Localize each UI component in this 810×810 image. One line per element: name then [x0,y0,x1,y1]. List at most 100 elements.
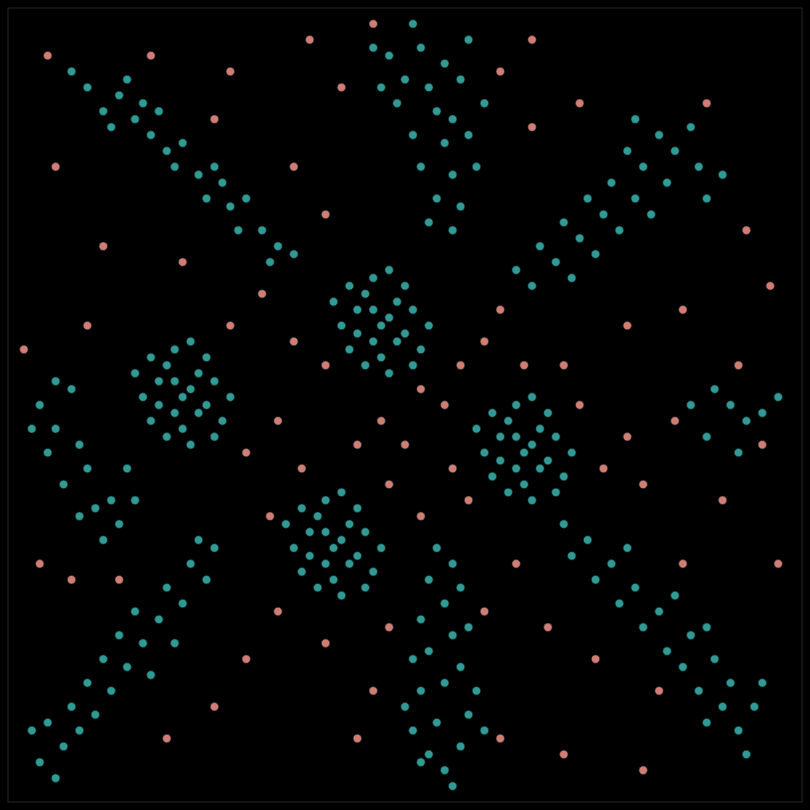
background [0,0,810,810]
scatter-point [663,178,671,186]
scatter-point [131,607,139,615]
scatter-point [178,393,186,401]
scatter-point [218,417,226,425]
scatter-point [734,726,742,734]
scatter-point [99,655,107,663]
scatter-point [163,147,171,155]
scatter-point [671,591,679,599]
scatter-point [123,75,131,83]
scatter-point [28,425,36,433]
scatter-point [758,409,766,417]
scatter-point [441,139,449,147]
scatter-point [528,496,536,504]
scatter-point [266,512,274,520]
scatter-point [433,107,441,115]
scatter-point [703,99,711,107]
scatter-point [679,560,687,568]
scatter-point [59,480,67,488]
scatter-point [107,687,115,695]
scatter-point [306,528,314,536]
scatter-point [51,425,59,433]
scatter-point [417,512,425,520]
scatter-point [131,496,139,504]
scatter-point [742,417,750,425]
scatter-point [115,520,123,528]
scatter-point [36,401,44,409]
scatter-point [83,679,91,687]
scatter-point [639,623,647,631]
scatter-point [425,218,433,226]
scatter-point [369,687,377,695]
scatter-point [695,163,703,171]
scatter-point [353,552,361,560]
scatter-point [59,742,67,750]
scatter-point [369,44,377,52]
scatter-point [226,321,234,329]
scatter-point [321,639,329,647]
scatter-point [51,163,59,171]
scatter-point [726,679,734,687]
scatter-point [147,353,155,361]
scatter-point [591,655,599,663]
scatter-point [329,298,337,306]
scatter-point [488,472,496,480]
scatter-point [425,575,433,583]
scatter-point [655,687,663,695]
scatter-point [575,401,583,409]
scatter-point [631,194,639,202]
scatter-point [441,599,449,607]
scatter-point [679,306,687,314]
scatter-point [448,171,456,179]
scatter-point [663,647,671,655]
scatter-point [448,782,456,790]
scatter-point [734,448,742,456]
scatter-point [99,536,107,544]
scatter-point [441,401,449,409]
scatter-point [774,560,782,568]
scatter-point [599,210,607,218]
scatter-point [337,591,345,599]
scatter-point [512,433,520,441]
scatter-point [107,123,115,131]
scatter-point [163,734,171,742]
scatter-point [512,464,520,472]
scatter-point [607,560,615,568]
scatter-point [718,496,726,504]
scatter-point [544,456,552,464]
scatter-point [139,639,147,647]
scatter-point [321,210,329,218]
scatter-point [441,679,449,687]
scatter-point [369,568,377,576]
scatter-point [155,401,163,409]
scatter-point [710,655,718,663]
scatter-point [369,20,377,28]
scatter-point [766,282,774,290]
scatter-point [147,671,155,679]
scatter-point [520,448,528,456]
chart [0,0,810,810]
scatter-point [528,441,536,449]
scatter-point [290,250,298,258]
scatter-point [464,36,472,44]
scatter-point [234,226,242,234]
scatter-point [337,321,345,329]
scatter-point [409,361,417,369]
scatter-point [417,345,425,353]
scatter-point [329,575,337,583]
scatter-point [472,687,480,695]
scatter-point [36,758,44,766]
scatter-point [536,464,544,472]
scatter-point [758,679,766,687]
scatter-point [480,607,488,615]
scatter-point [99,107,107,115]
scatter-point [623,433,631,441]
scatter-point [687,401,695,409]
scatter-point [623,147,631,155]
scatter-point [20,345,28,353]
scatter-point [155,377,163,385]
scatter-point [377,544,385,552]
scatter-point [115,631,123,639]
scatter-point [258,226,266,234]
scatter-point [139,393,147,401]
scatter-point [178,258,186,266]
